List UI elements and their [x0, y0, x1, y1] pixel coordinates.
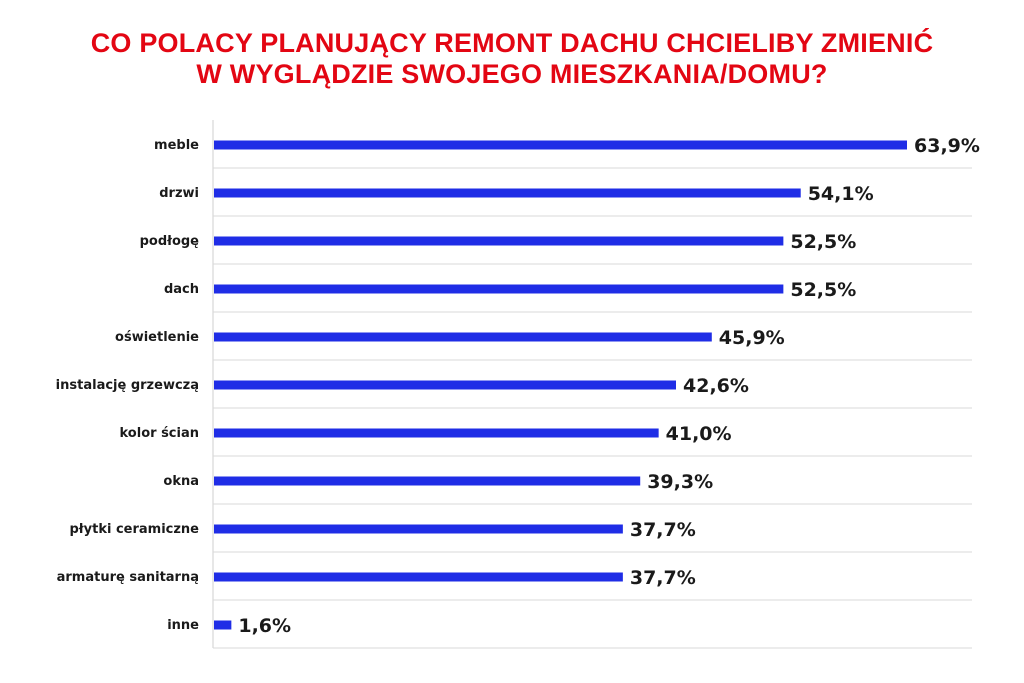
category-label: kolor ścian [120, 426, 199, 441]
bar-10 [214, 620, 232, 630]
value-label: 1,6% [238, 615, 291, 637]
category-label: meble [154, 138, 199, 153]
chart-title-line-2: W WYGLĄDZIE SWOJEGO MIESZKANIA/DOMU? [196, 59, 828, 89]
bar-6 [214, 428, 659, 438]
bar-0 [214, 140, 907, 150]
bar-1 [214, 188, 801, 198]
bar-7 [214, 476, 641, 486]
category-label: armaturę sanitarną [57, 570, 199, 585]
bar-5 [214, 380, 676, 390]
bar-8 [214, 524, 623, 534]
category-label: inne [167, 618, 199, 633]
value-label: 37,7% [630, 519, 696, 541]
category-label: okna [163, 474, 199, 489]
category-label: instalację grzewczą [56, 378, 199, 393]
value-label: 52,5% [790, 279, 856, 301]
category-label: płytki ceramiczne [70, 522, 200, 537]
chart-title-line-1: CO POLACY PLANUJĄCY REMONT DACHU CHCIELI… [90, 28, 934, 58]
value-label: 45,9% [719, 327, 785, 349]
value-label: 41,0% [666, 423, 732, 445]
chart-title: CO POLACY PLANUJĄCY REMONT DACHU CHCIELI… [0, 28, 1024, 90]
value-label: 63,9% [914, 135, 980, 157]
value-label: 42,6% [683, 375, 749, 397]
value-label: 37,7% [630, 567, 696, 589]
value-label: 39,3% [647, 471, 713, 493]
category-label: oświetlenie [115, 330, 199, 345]
bar-2 [214, 236, 784, 246]
bar-4 [214, 332, 712, 342]
bar-9 [214, 572, 623, 582]
value-label: 54,1% [808, 183, 874, 205]
value-label: 52,5% [790, 231, 856, 253]
category-label: podłogę [140, 234, 200, 249]
category-label: drzwi [159, 186, 199, 201]
bar-3 [214, 284, 784, 294]
category-label: dach [164, 282, 199, 297]
